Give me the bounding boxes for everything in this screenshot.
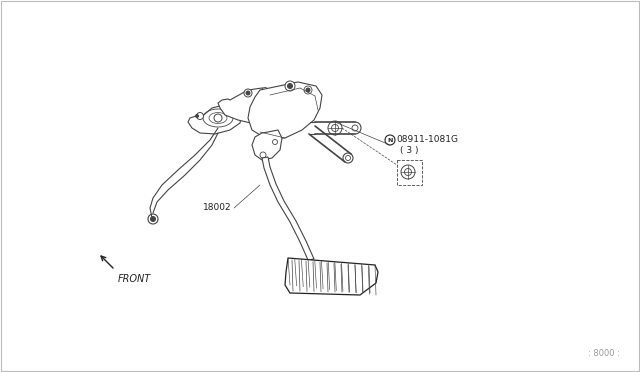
Circle shape: [273, 140, 278, 144]
Text: N: N: [387, 138, 393, 142]
Polygon shape: [262, 157, 314, 260]
Polygon shape: [248, 82, 322, 138]
Polygon shape: [188, 104, 242, 134]
Circle shape: [285, 81, 295, 91]
Circle shape: [214, 114, 222, 122]
Circle shape: [304, 86, 312, 94]
Text: 08911-1081G: 08911-1081G: [396, 135, 458, 144]
Circle shape: [385, 135, 395, 145]
Polygon shape: [252, 130, 282, 160]
Polygon shape: [285, 258, 378, 295]
Circle shape: [148, 214, 158, 224]
Circle shape: [196, 112, 204, 119]
Text: ( 3 ): ( 3 ): [400, 145, 419, 154]
Circle shape: [287, 83, 292, 89]
Text: FRONT: FRONT: [118, 274, 151, 284]
Circle shape: [306, 88, 310, 92]
Ellipse shape: [343, 153, 353, 163]
Polygon shape: [218, 88, 282, 124]
Circle shape: [150, 217, 156, 221]
Circle shape: [401, 165, 415, 179]
Circle shape: [195, 115, 198, 118]
Circle shape: [352, 125, 358, 131]
Text: 18002: 18002: [204, 203, 232, 212]
Circle shape: [260, 152, 266, 158]
Text: : 8000 :: : 8000 :: [588, 349, 620, 358]
Circle shape: [346, 155, 351, 160]
Circle shape: [328, 121, 342, 135]
Circle shape: [262, 87, 269, 94]
Circle shape: [404, 169, 412, 176]
Circle shape: [332, 125, 339, 131]
Circle shape: [246, 91, 250, 95]
Circle shape: [244, 89, 252, 97]
